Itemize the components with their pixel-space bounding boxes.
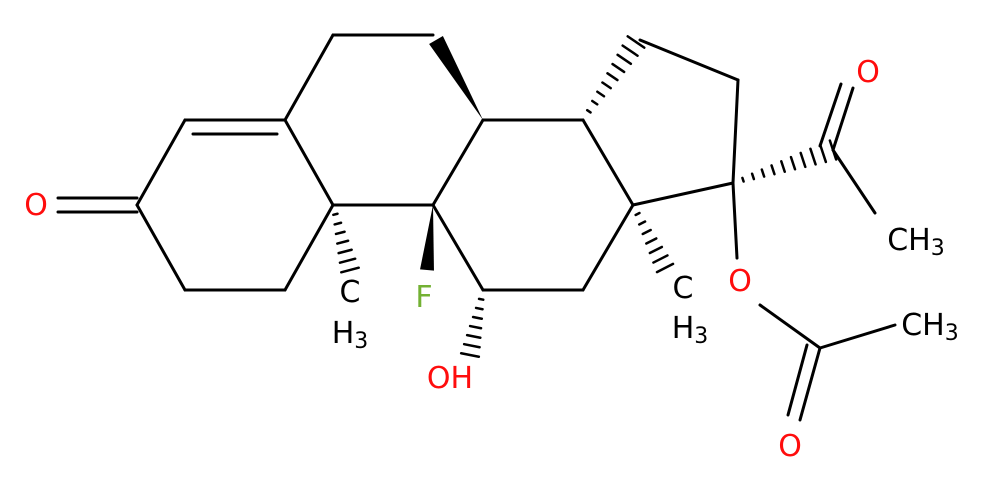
bond [581, 203, 635, 292]
hash-stroke [333, 221, 343, 226]
hash-stroke [474, 306, 484, 311]
hash-stroke [780, 160, 786, 173]
hash-stroke [648, 245, 664, 255]
bond [831, 86, 855, 152]
hash-stroke [828, 139, 838, 161]
atom-label: CH3 [887, 223, 945, 261]
hash-stroke [634, 211, 641, 217]
bond [283, 203, 335, 292]
hash-stroke [332, 212, 339, 217]
bond [581, 118, 635, 207]
hash-stroke [750, 172, 756, 181]
atom-symbol: F [415, 280, 432, 315]
hash-stroke [340, 266, 360, 274]
atom-label: C [673, 271, 694, 306]
hash-stroke [468, 324, 483, 330]
wedge-bond [429, 35, 483, 120]
atom-symbol: H [672, 311, 695, 346]
hash-stroke [459, 351, 481, 359]
atom-label: O [778, 429, 802, 464]
hash-stroke [626, 35, 646, 49]
hash-stroke [601, 81, 612, 90]
hash-stroke [462, 342, 481, 349]
bond [731, 181, 739, 260]
hash-stroke [645, 237, 658, 245]
hash-bond [585, 35, 646, 114]
bond [638, 38, 740, 82]
bond [135, 118, 187, 207]
bond [818, 82, 843, 148]
hash-stroke [585, 108, 592, 114]
hash-stroke [611, 62, 626, 74]
atom-symbol: CH [901, 308, 945, 343]
bond [631, 181, 735, 207]
hash-bond [332, 212, 360, 274]
atom-subscript: 3 [354, 329, 368, 354]
hash-stroke [606, 72, 619, 82]
hash-bond [634, 211, 675, 274]
hash-stroke [760, 168, 766, 178]
hash-stroke [477, 297, 485, 301]
hash-stroke [655, 262, 675, 274]
bond [135, 203, 187, 292]
atom-symbol: O [778, 429, 802, 464]
hash-stroke [337, 248, 353, 255]
bond [831, 148, 877, 215]
bond [798, 346, 822, 422]
wedge-bond [420, 205, 434, 271]
atom-label: OH [427, 361, 473, 396]
hash-stroke [596, 90, 606, 98]
hash-stroke [741, 176, 745, 183]
hash-stroke [621, 44, 639, 57]
hash-stroke [818, 143, 828, 164]
hash-stroke [465, 333, 482, 339]
hash-stroke [471, 315, 484, 320]
bonds [56, 33, 897, 422]
hash-stroke [799, 151, 807, 169]
atom-label: O [24, 188, 48, 223]
atom-symbol: O [728, 264, 752, 299]
hash-stroke [637, 220, 647, 226]
atom-label: O [728, 264, 752, 299]
bond [758, 303, 822, 350]
hash-stroke [809, 147, 817, 166]
atom-label: CH3 [901, 308, 959, 346]
atom-symbol: C [340, 275, 361, 310]
bond [283, 33, 335, 122]
hash-stroke [336, 239, 350, 245]
hash-stroke [789, 155, 797, 171]
hash-stroke [591, 99, 599, 106]
atom-label: C [340, 275, 361, 310]
bond [786, 343, 809, 417]
hash-stroke [652, 254, 669, 264]
hash-stroke [616, 53, 633, 66]
hash-stroke [334, 230, 346, 236]
hash-stroke [770, 164, 776, 176]
atom-symbol: O [856, 55, 880, 90]
atom-symbol: H [332, 316, 355, 351]
atom-subscript: 3 [945, 321, 959, 346]
atom-label: F [415, 280, 432, 315]
bond [431, 203, 485, 292]
atom-label: H3 [672, 311, 709, 349]
atom-label: O [856, 55, 880, 90]
hash-stroke [641, 228, 652, 236]
bond [731, 78, 740, 185]
bond [431, 118, 485, 207]
atom-symbol: CH [887, 223, 931, 258]
bond [283, 118, 335, 207]
atom-symbol: C [673, 271, 694, 306]
bond [818, 323, 897, 350]
hash-bond [459, 297, 485, 359]
stereo-bonds [332, 35, 838, 359]
hash-bond [741, 139, 838, 183]
hash-stroke [338, 257, 357, 264]
atom-subscript: 3 [694, 324, 708, 349]
atom-label: H3 [332, 316, 369, 354]
atom-symbol: OH [427, 361, 473, 396]
atom-symbol: O [24, 188, 48, 223]
atom-subscript: 3 [931, 236, 945, 261]
